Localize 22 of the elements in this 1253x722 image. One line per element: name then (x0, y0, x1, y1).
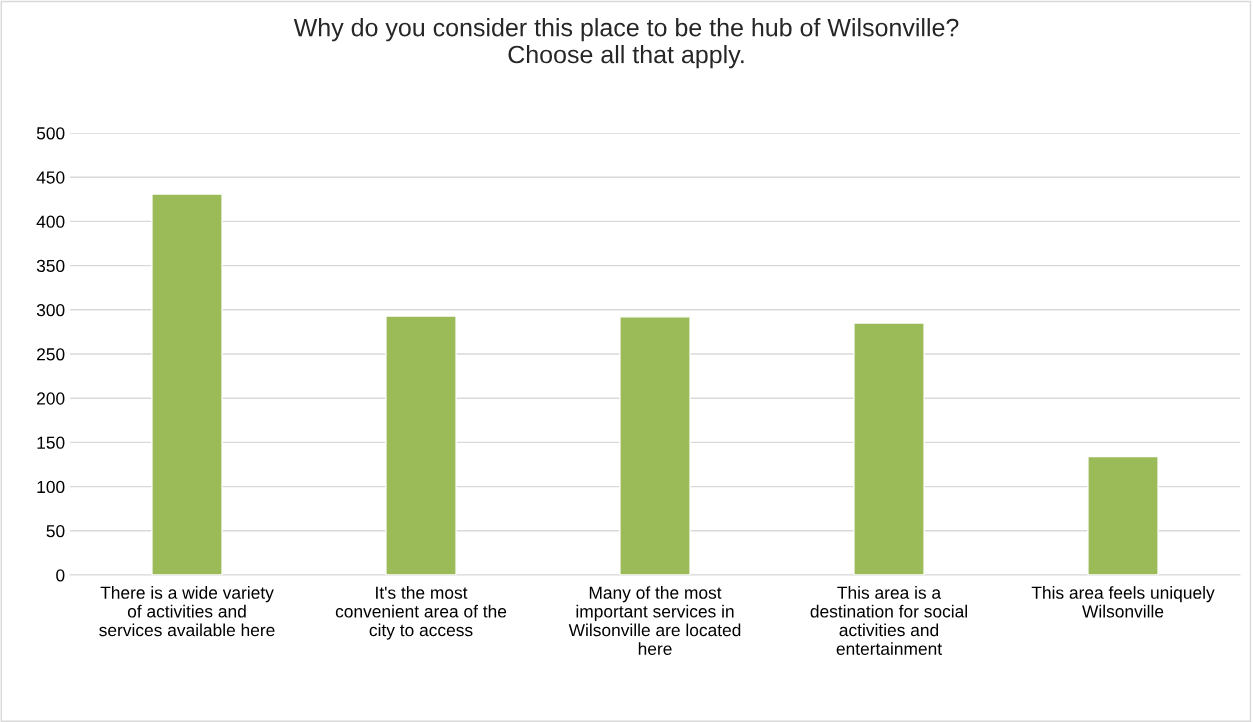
y-tick-label: 150 (37, 436, 65, 449)
bar (385, 315, 457, 575)
y-tick-label: 350 (36, 259, 65, 273)
y-tick-label: 50 (46, 524, 65, 538)
x-tick-label: This area feels uniquely Wilsonville (1031, 586, 1215, 618)
y-tick-label: 0 (56, 569, 65, 582)
bar (151, 193, 223, 575)
y-tick-label: 300 (36, 303, 65, 317)
x-tick-label: It's the most convenient area of the city to access (335, 586, 507, 640)
chart-title: Why do you consider this place to be the hub of Wilsonville? Choose all that apply. (293, 18, 959, 69)
y-tick-label: 200 (37, 392, 65, 405)
bar (619, 316, 691, 575)
x-tick-label: This area is a destination for social activities and entertainment (810, 586, 967, 655)
y-tick-label: 450 (36, 171, 65, 184)
x-tick-label: There is a wide variety of activities and services available here (99, 586, 275, 637)
bar (1087, 455, 1159, 575)
y-tick-label: 500 (36, 127, 65, 140)
y-tick-label: 100 (37, 480, 65, 494)
y-tick-label: 400 (36, 215, 65, 228)
x-tick-label: Many of the most important services in Wilsonville are located here (568, 586, 741, 655)
y-tick-label: 250 (37, 348, 65, 361)
bar (853, 322, 925, 575)
